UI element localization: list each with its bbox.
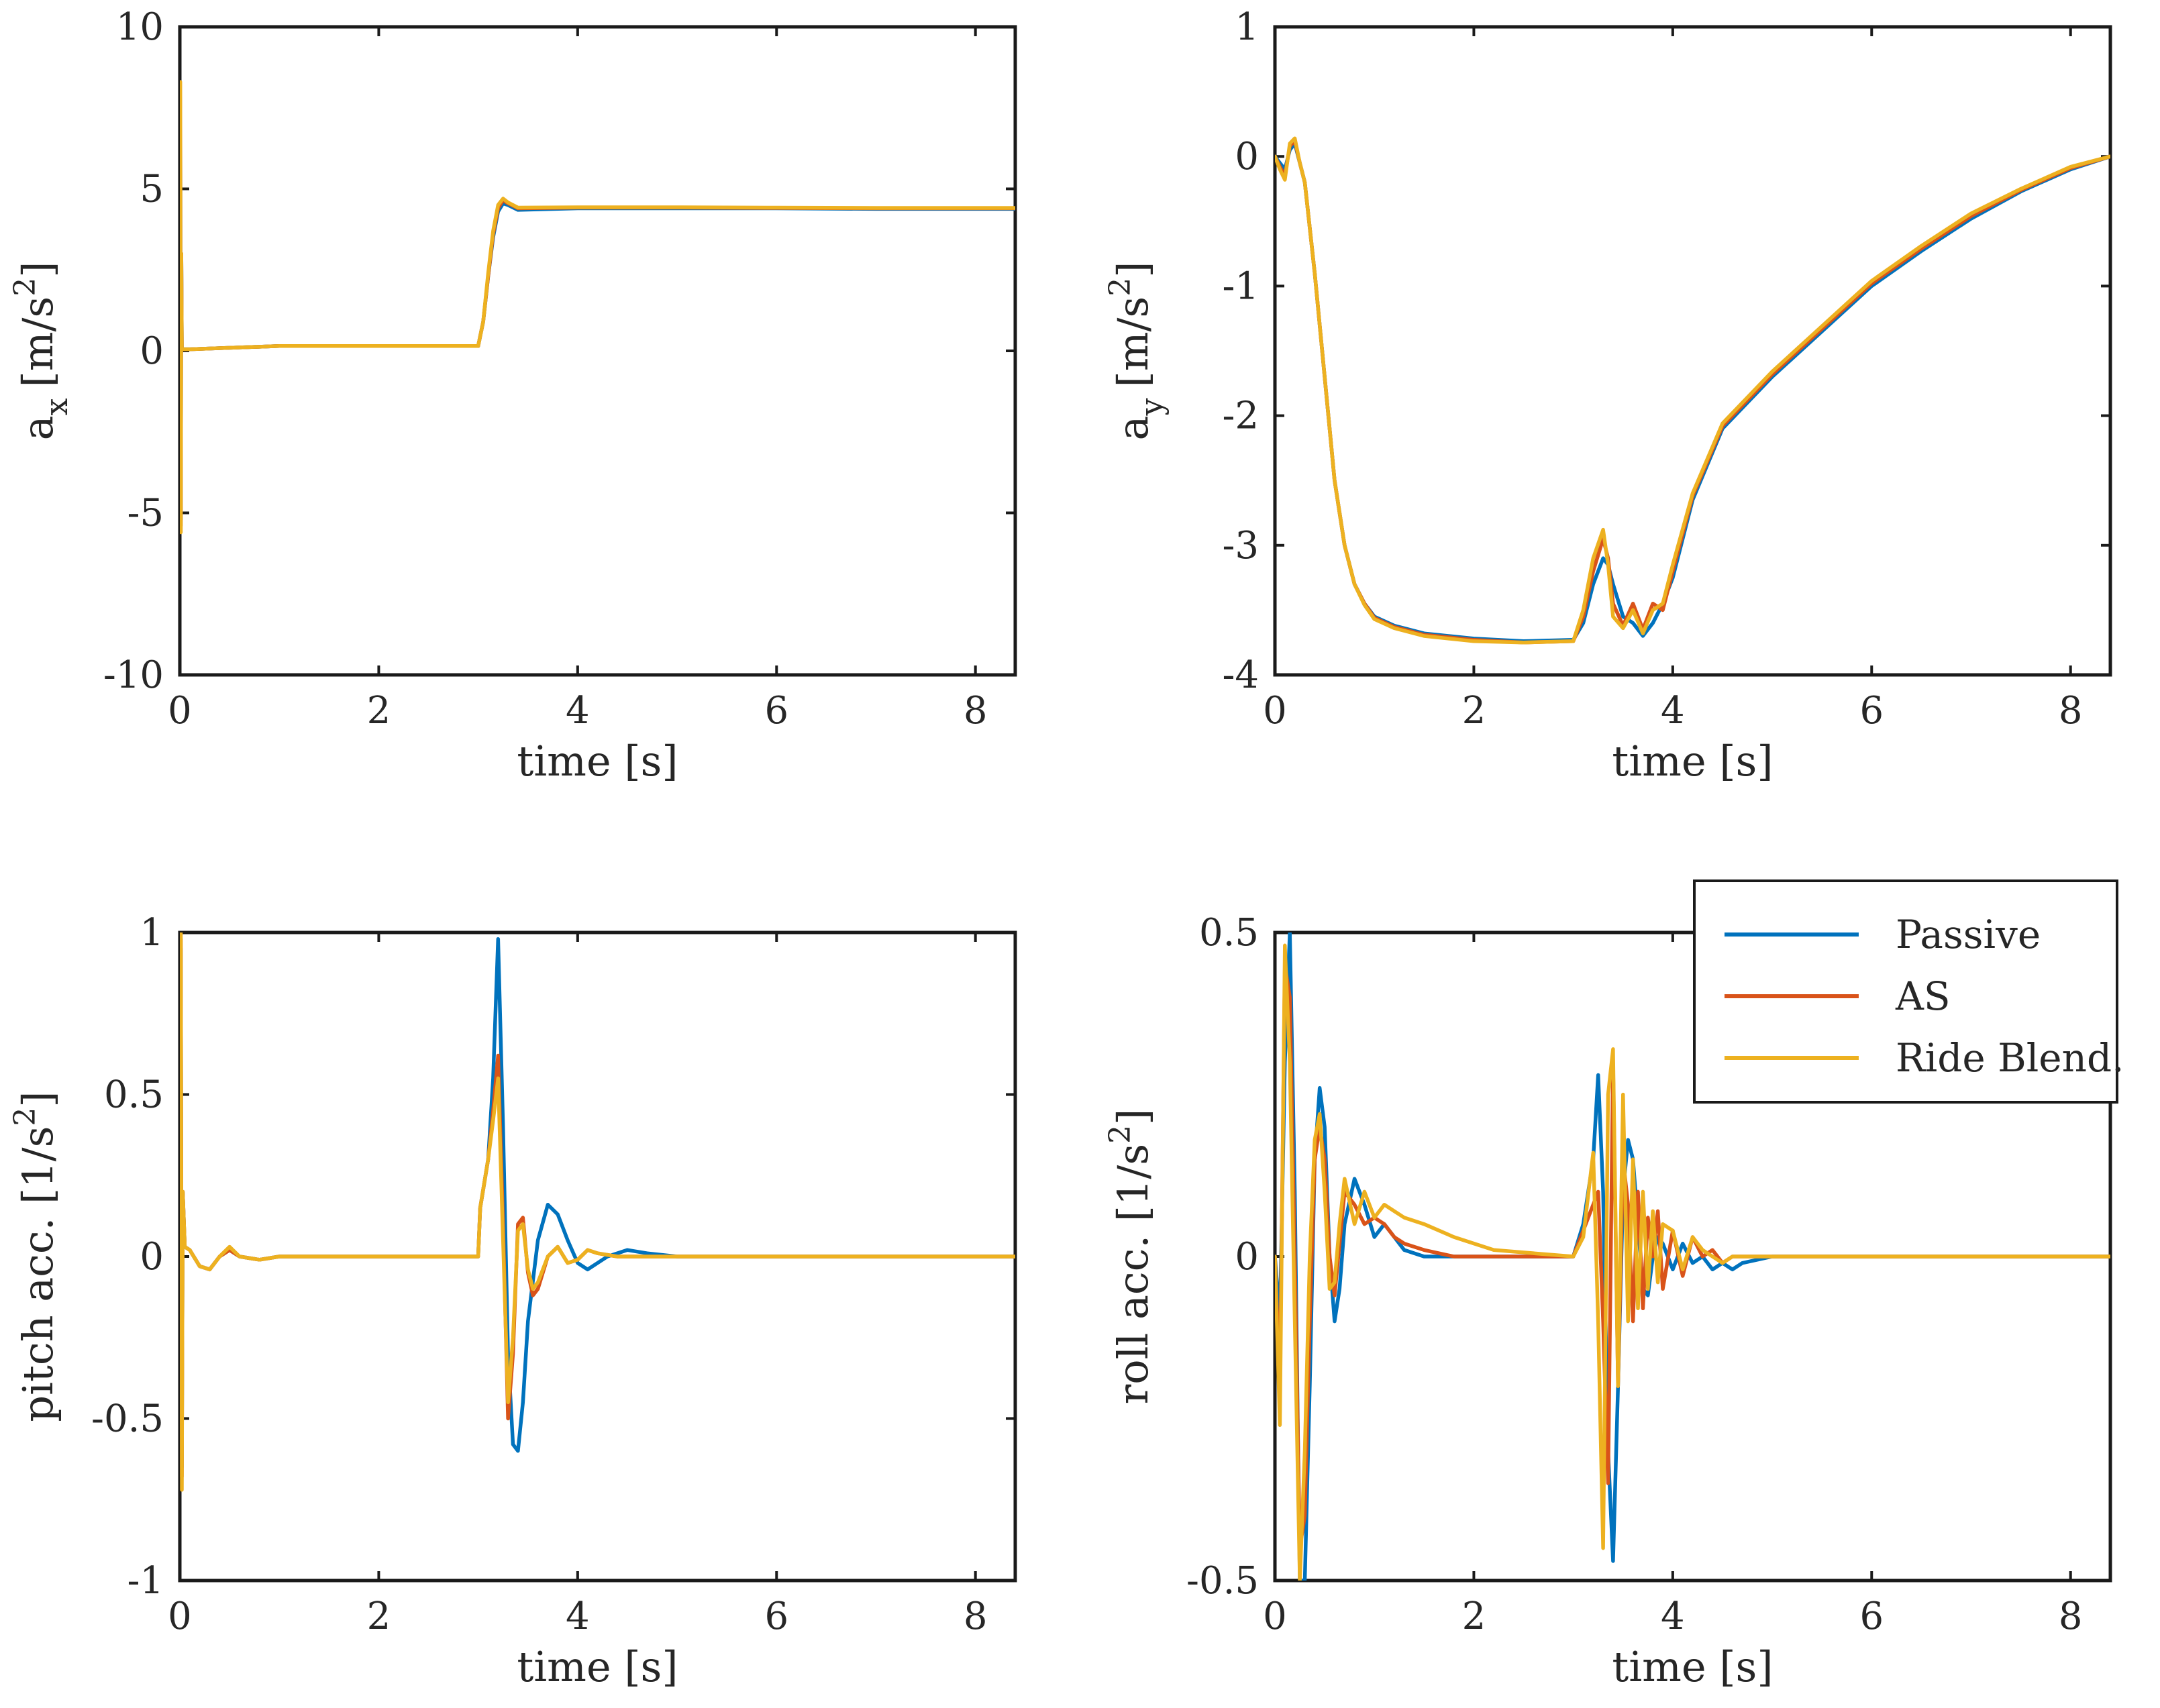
- pitch-series-ride-blend: [180, 932, 1015, 1492]
- pitch-ylabel: pitch acc. [1/s2]: [8, 1091, 62, 1422]
- pitch-xtick-label-4: 8: [964, 1595, 988, 1638]
- ax-axes-box: [178, 25, 1017, 677]
- pitch-ytick-label-0: -1: [127, 1559, 164, 1603]
- legend-label-passive: Passive: [1896, 912, 2041, 957]
- ax-ylabel: ax[m/s2]: [8, 262, 74, 441]
- panel-ay-acceleration: 0 2 4 6 8 -4 -3 -2 -1 0 1 time [s] ay[m/s2]: [1103, 5, 2112, 786]
- ax-xlabel: time [s]: [517, 737, 678, 786]
- pitch-xtick-label-2: 4: [566, 1595, 590, 1638]
- ay-ytick-label-0: -4: [1222, 653, 1259, 697]
- ay-xtick-label-3: 6: [1859, 689, 1884, 733]
- roll-ylabel: roll acc. [1/s2]: [1103, 1109, 1158, 1405]
- ax-ytick-label-2: 0: [140, 329, 164, 373]
- ay-ytick-label-4: 0: [1235, 135, 1259, 178]
- ay-ytick-label-3: -1: [1222, 264, 1259, 308]
- pitch-ytick-label-2: 0: [140, 1235, 164, 1279]
- ay-xtick-label-1: 2: [1462, 689, 1486, 733]
- ay-axes-box: [1273, 25, 2112, 677]
- ax-ytick-label-4: 10: [116, 5, 164, 49]
- pitch-ytick-label-3: 0.5: [104, 1073, 164, 1117]
- roll-xtick-label-4: 8: [2059, 1595, 2083, 1638]
- roll-ytick-label-0: -0.5: [1186, 1559, 1259, 1603]
- ay-series-ride-blend: [1275, 136, 2110, 645]
- ax-xtick-label-4: 8: [964, 689, 988, 733]
- ay-xtick-label-4: 8: [2059, 689, 2083, 733]
- ay-ytick-label-2: -2: [1222, 394, 1259, 438]
- ax-xtick-label-1: 2: [367, 689, 391, 733]
- roll-xlabel: time [s]: [1612, 1642, 1773, 1691]
- roll-series-ride-blend: [1275, 943, 2110, 1581]
- ay-xlabel: time [s]: [1612, 737, 1773, 786]
- roll-xtick-label-1: 2: [1462, 1595, 1486, 1638]
- panel-ax-acceleration: 0 2 4 6 8 -10 -5 0 5 10 time [s] ax[m/s2]: [8, 5, 1017, 786]
- pitch-xlabel: time [s]: [517, 1642, 678, 1691]
- pitch-ytick-label-1: -0.5: [91, 1397, 164, 1441]
- panel-pitch-acceleration: 0 2 4 6 8 -1 -0.5 0 0.5 1 time [s] pitch acc. [1/s2…: [8, 911, 1017, 1691]
- ay-ytick-label-1: -3: [1222, 524, 1259, 568]
- roll-xtick-label-3: 6: [1859, 1595, 1884, 1638]
- ay-ytick-label-5: 1: [1235, 5, 1259, 49]
- roll-ytick-label-2: 0.5: [1199, 911, 1259, 955]
- pitch-xtick-label-1: 2: [367, 1595, 391, 1638]
- pitch-xtick-label-0: 0: [168, 1595, 192, 1638]
- ay-xtick-label-0: 0: [1263, 689, 1287, 733]
- ay-ylabel: ay[m/s2]: [1103, 262, 1170, 441]
- ax-xtick-label-3: 6: [764, 689, 788, 733]
- ax-xtick-label-0: 0: [168, 689, 192, 733]
- legend-label-ride-blend: Ride Blend.: [1896, 1035, 2124, 1081]
- pitch-ytick-label-4: 1: [140, 911, 164, 955]
- ax-ytick-label-0: -10: [103, 653, 164, 697]
- legend-label-as: AS: [1895, 973, 1951, 1019]
- roll-xtick-label-2: 4: [1661, 1595, 1685, 1638]
- pitch-xtick-label-3: 6: [764, 1595, 788, 1638]
- ay-xtick-label-2: 4: [1661, 689, 1685, 733]
- roll-xtick-label-0: 0: [1263, 1595, 1287, 1638]
- ax-xtick-label-2: 4: [566, 689, 590, 733]
- roll-ytick-label-1: 0: [1235, 1235, 1259, 1279]
- ax-series-ride-blend: [180, 80, 1015, 535]
- ax-ytick-label-3: 5: [140, 168, 164, 211]
- legend-box: [1693, 879, 2118, 1104]
- ax-ytick-label-1: -5: [127, 492, 164, 535]
- legend: Passive AS Ride Blend.: [1693, 879, 2124, 1104]
